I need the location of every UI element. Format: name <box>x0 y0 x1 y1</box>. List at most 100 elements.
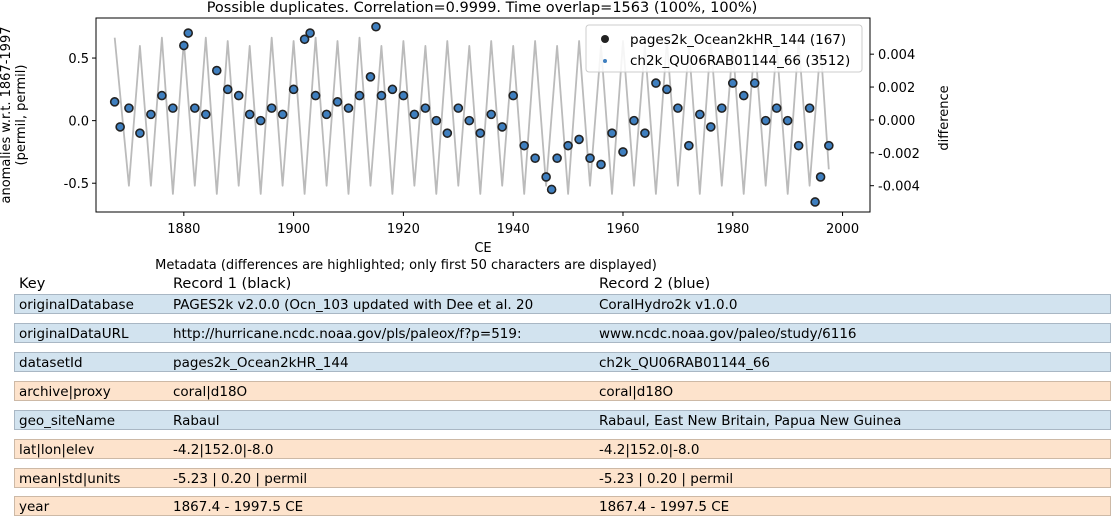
row-record1-value: -5.23 | 0.20 | permil <box>173 471 308 487</box>
metadata-row: originalDatabase PAGES2k v2.0.0 (Ocn_103… <box>14 294 1111 314</box>
record2-point <box>511 94 515 98</box>
record2-point <box>346 106 351 110</box>
legend-marker-record1 <box>601 35 609 43</box>
record2-point <box>500 125 504 129</box>
record2-point <box>193 106 197 110</box>
right-y-tick-label: -0.002 <box>878 147 920 162</box>
record2-point <box>632 119 636 123</box>
record2-point <box>827 144 831 148</box>
record2-point <box>467 119 471 123</box>
column-header-record2: Record 2 (blue) <box>599 276 711 292</box>
metadata-row: originalDataURL http://hurricane.ncdc.no… <box>14 323 1111 343</box>
record2-point <box>302 37 307 41</box>
record2-point <box>182 43 186 48</box>
x-tick-label: 1980 <box>716 222 749 237</box>
left-axis-ticks: 0.5 0.0 -0.5 <box>64 52 96 192</box>
record2-point <box>445 131 449 135</box>
record2-point <box>808 106 812 110</box>
record2-point <box>308 31 312 35</box>
right-axis-label: difference <box>937 85 952 150</box>
record2-point <box>599 162 603 167</box>
row-record1-value: -4.2|152.0|-8.0 <box>173 442 274 458</box>
record2-point <box>489 112 493 116</box>
row-key: datasetId <box>19 355 83 371</box>
record2-point <box>215 68 219 73</box>
right-y-tick-label: 0.000 <box>878 114 915 129</box>
record1-points-layer <box>109 21 834 207</box>
record2-point <box>533 156 537 160</box>
record2-points-layer <box>113 25 831 204</box>
record2-point <box>127 106 131 110</box>
record2-point <box>676 106 680 110</box>
left-axis-label: anomalies w.r.t. 1867-1997(permil, permi… <box>0 27 29 204</box>
left-y-tick-label: -0.5 <box>64 177 89 192</box>
record2-point <box>335 100 340 104</box>
record2-point <box>434 119 438 123</box>
record2-point <box>149 112 153 116</box>
right-y-tick-label: 0.004 <box>878 48 915 63</box>
metadata-row: datasetId pages2k_Ocean2kHR_144 ch2k_QU0… <box>14 352 1111 372</box>
record2-point <box>687 144 691 148</box>
row-record2-value: coral|d18O <box>599 384 674 400</box>
record2-point <box>665 87 669 91</box>
row-key: originalDatabase <box>19 297 134 313</box>
record2-point <box>270 106 274 110</box>
record2-point <box>368 75 373 79</box>
x-axis-ticks: 1880 1900 1920 1940 1960 1980 2000 <box>167 212 859 237</box>
record2-point <box>313 94 318 98</box>
row-key: archive|proxy <box>19 384 111 400</box>
row-record2-value: www.ncdc.noaa.gov/paleo/study/6116 <box>599 326 857 342</box>
metadata-row: mean|std|units -5.23 | 0.20 | permil -5.… <box>14 468 1111 488</box>
record2-point <box>226 87 230 91</box>
row-record1-value: pages2k_Ocean2kHR_144 <box>173 355 349 371</box>
record2-point <box>248 112 252 116</box>
row-key: originalDataURL <box>19 326 129 342</box>
row-record1-value: coral|d18O <box>173 384 248 400</box>
row-record2-value: Rabaul, East New Britain, Papua New Guin… <box>599 413 902 429</box>
row-record2-value: -4.2|152.0|-8.0 <box>599 442 700 458</box>
row-record2-value: 1867.4 - 1997.5 CE <box>599 499 730 515</box>
record2-point <box>797 144 801 148</box>
record2-point <box>357 94 362 98</box>
legend-box <box>585 24 863 73</box>
row-record1-value: 1867.4 - 1997.5 CE <box>173 499 304 515</box>
record2-point <box>544 175 548 179</box>
x-tick-label: 1880 <box>167 222 200 237</box>
record2-point <box>171 106 175 110</box>
x-tick-label: 1960 <box>606 222 639 237</box>
metadata-row: archive|proxy coral|d18O coral|d18O <box>14 381 1111 401</box>
legend-marker-record2 <box>603 59 607 63</box>
record2-point <box>138 131 142 135</box>
row-record1-value: http://hurricane.ncdc.noaa.gov/pls/paleo… <box>173 326 522 342</box>
record2-point <box>610 131 614 135</box>
duplicate-comparison-chart: Possible duplicates. Correlation=0.9999.… <box>0 0 952 256</box>
record2-point <box>621 150 625 154</box>
record2-point <box>550 187 554 192</box>
record2-point <box>118 125 122 129</box>
record2-point <box>742 94 746 98</box>
record2-point <box>654 81 658 85</box>
record2-point <box>281 112 285 116</box>
record2-point <box>813 200 817 204</box>
metadata-row: year 1867.4 - 1997.5 CE 1867.4 - 1997.5 … <box>14 496 1111 516</box>
x-tick-label: 1900 <box>277 222 310 237</box>
right-axis-ticks: 0.004 0.002 0.000 -0.002 -0.004 <box>870 48 920 195</box>
right-y-tick-label: -0.004 <box>878 180 920 195</box>
record2-point <box>456 106 460 110</box>
record2-point <box>753 81 757 85</box>
record2-point <box>709 125 713 129</box>
x-tick-label: 1920 <box>387 222 420 237</box>
column-header-record1: Record 1 (black) <box>173 276 292 292</box>
record2-point <box>764 119 768 123</box>
record2-point <box>577 137 581 142</box>
legend-label-record1: pages2k_Ocean2kHR_144 (167) <box>630 32 846 48</box>
record2-point <box>379 94 384 98</box>
record2-point <box>401 94 406 98</box>
row-record2-value: ch2k_QU06RAB01144_66 <box>599 355 771 371</box>
record2-point <box>786 119 790 123</box>
record2-point <box>186 31 190 35</box>
record2-point <box>775 106 779 110</box>
row-key: lat|lon|elev <box>19 442 95 458</box>
record2-point <box>412 112 416 116</box>
record2-point <box>566 144 570 148</box>
